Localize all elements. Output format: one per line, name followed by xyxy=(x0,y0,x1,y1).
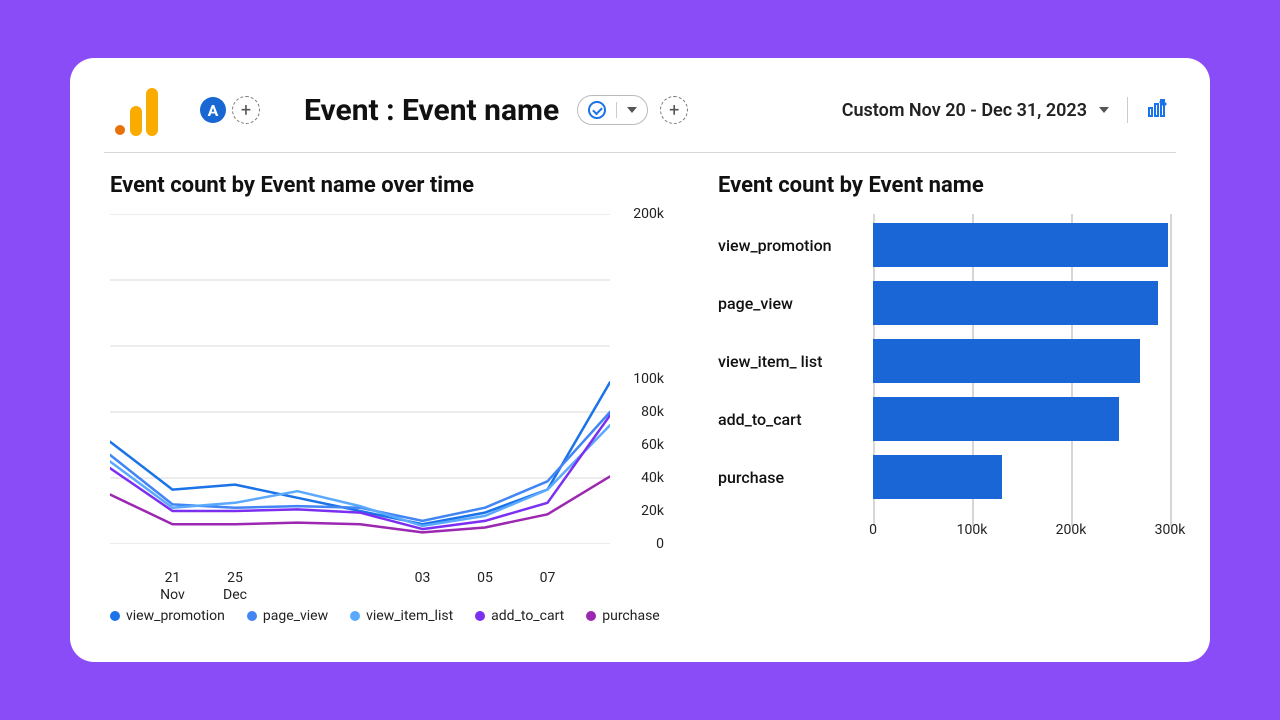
segment-badge[interactable]: A xyxy=(200,97,226,123)
bar-label: view_promotion xyxy=(718,236,868,255)
legend-label: purchase xyxy=(602,608,660,624)
bar-row: page_view xyxy=(873,280,1170,326)
legend-dot-icon xyxy=(110,611,120,621)
gridline xyxy=(1170,214,1172,526)
legend-dot-icon xyxy=(475,611,485,621)
legend-item[interactable]: purchase xyxy=(586,608,660,624)
analytics-card: A + Event : Event name + Custom Nov 20 -… xyxy=(70,58,1210,662)
bar-chart-title: Event count by Event name xyxy=(718,173,1170,198)
line-chart-panel: Event count by Event name over time 020k… xyxy=(110,165,670,624)
bar-label: add_to_cart xyxy=(718,410,868,429)
x-axis-label: 0 xyxy=(869,522,877,538)
bar-row: view_promotion xyxy=(873,222,1170,268)
date-range-picker[interactable]: Custom Nov 20 - Dec 31, 2023 xyxy=(842,100,1109,121)
divider xyxy=(1127,97,1128,123)
x-axis-label: 03 xyxy=(415,570,431,587)
y-axis-label: 200k xyxy=(633,206,664,222)
legend-dot-icon xyxy=(350,611,360,621)
bar-row: view_item_ list xyxy=(873,338,1170,384)
legend-dot-icon xyxy=(247,611,257,621)
edit-chart-icon[interactable] xyxy=(1146,96,1170,124)
y-axis-label: 20k xyxy=(641,503,664,519)
bar-chart-panel: Event count by Event name 0100k200k300kv… xyxy=(718,165,1170,624)
chevron-down-icon xyxy=(627,107,637,113)
bar-chart: 0100k200k300kview_promotionpage_viewview… xyxy=(873,214,1170,514)
y-axis-label: 80k xyxy=(641,404,664,420)
x-axis-label: 200k xyxy=(1056,522,1087,538)
check-icon xyxy=(588,101,606,119)
x-axis-label: 300k xyxy=(1155,522,1186,538)
bar-rect xyxy=(873,455,1002,499)
y-axis-label: 60k xyxy=(641,437,664,453)
x-axis-label: 05 xyxy=(477,570,493,587)
legend-label: view_item_list xyxy=(366,608,453,624)
bar-label: page_view xyxy=(718,294,868,313)
date-range-label: Custom Nov 20 - Dec 31, 2023 xyxy=(842,100,1087,121)
x-axis-label: 07 xyxy=(540,570,556,587)
bar-row: add_to_cart xyxy=(873,396,1170,442)
line-chart: 020k40k60k80k100k200k 21 Nov25 Dec030507 xyxy=(110,214,610,544)
x-axis-label: 100k xyxy=(957,522,988,538)
divider xyxy=(104,152,1176,153)
add-filter-button[interactable]: + xyxy=(660,96,688,124)
y-axis-label: 100k xyxy=(633,371,664,387)
legend-label: view_promotion xyxy=(126,608,225,624)
panels-row: Event count by Event name over time 020k… xyxy=(110,165,1170,624)
bar-rect xyxy=(873,397,1119,441)
bar-rect xyxy=(873,339,1140,383)
bar-label: purchase xyxy=(718,468,868,487)
legend-item[interactable]: add_to_cart xyxy=(475,608,564,624)
legend: view_promotion page_view view_item_list add… xyxy=(110,608,670,624)
filter-pill[interactable] xyxy=(577,95,648,125)
add-segment-button[interactable]: + xyxy=(232,96,260,124)
header-bar: A + Event : Event name + Custom Nov 20 -… xyxy=(110,76,1170,152)
line-chart-title: Event count by Event name over time xyxy=(110,173,670,198)
legend-item[interactable]: view_promotion xyxy=(110,608,225,624)
ga-logo xyxy=(110,80,170,140)
legend-label: page_view xyxy=(263,608,328,624)
legend-item[interactable]: view_item_list xyxy=(350,608,453,624)
legend-item[interactable]: page_view xyxy=(247,608,328,624)
bar-row: purchase xyxy=(873,454,1170,500)
legend-label: add_to_cart xyxy=(491,608,564,624)
x-axis-label: 21 Nov xyxy=(160,570,185,604)
bar-rect xyxy=(873,281,1158,325)
page-title: Event : Event name xyxy=(304,93,559,128)
y-axis-label: 40k xyxy=(641,470,664,486)
x-axis-label: 25 Dec xyxy=(223,570,247,604)
bar-label: view_item_ list xyxy=(718,352,868,371)
legend-dot-icon xyxy=(586,611,596,621)
chevron-down-icon xyxy=(1099,107,1109,113)
y-axis-label: 0 xyxy=(656,536,664,552)
bar-rect xyxy=(873,223,1168,267)
